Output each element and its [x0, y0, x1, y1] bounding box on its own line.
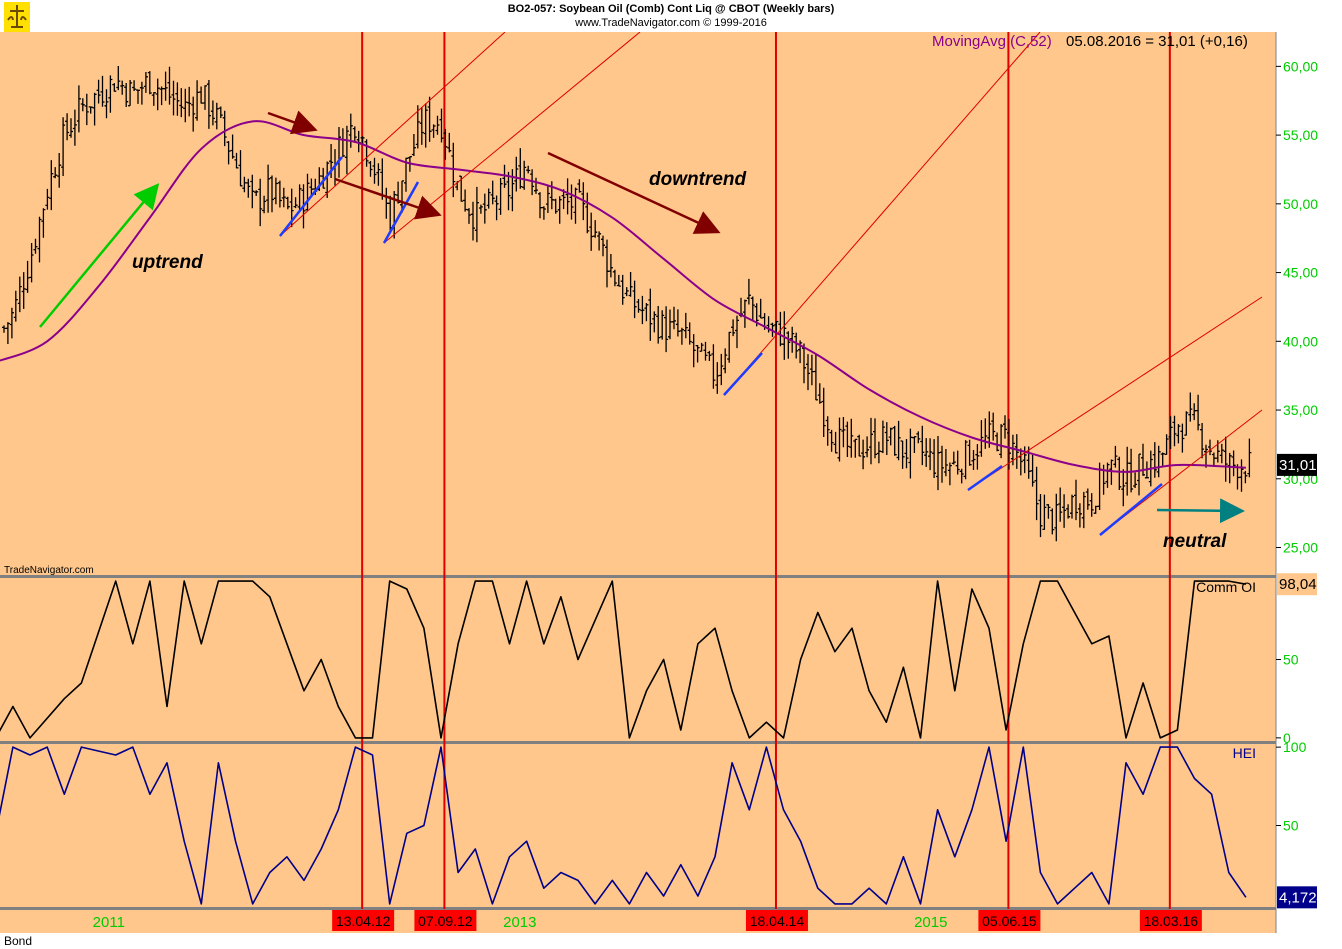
chart-header: BO2-057: Soybean Oil (Comb) Cont Liq @ C…	[0, 2, 1342, 30]
price-tick-label: 35,00	[1283, 402, 1318, 418]
event-date-box	[414, 910, 477, 931]
hei-tick-label: 100	[1283, 739, 1307, 755]
trend-ray	[967, 296, 1263, 491]
swing-low-line	[723, 352, 763, 396]
price-tick-label: 45,00	[1283, 265, 1318, 281]
moving-average-readout: 05.08.2016 = 31,01 (+0,16)	[1066, 33, 1248, 50]
trend-ray	[723, 32, 1041, 396]
uptrend-arrow	[39, 183, 160, 328]
event-date-box	[332, 910, 395, 931]
price-tick-label: 50,00	[1283, 196, 1318, 212]
x-tick-label: 2015	[914, 914, 947, 931]
hei-legend: HEI	[1233, 745, 1256, 761]
hei-panel	[0, 744, 1276, 907]
event-date-label: 07.09.12	[418, 913, 473, 929]
hei-last-value-label: 4,1724	[1279, 889, 1325, 906]
hei-tick-label: 50	[1283, 818, 1299, 834]
comm-oi-legend: Comm OI	[1196, 579, 1256, 595]
watermark-label: TradeNavigator.com	[4, 565, 94, 576]
price-bars	[2, 66, 1252, 542]
swing-low-line	[1099, 483, 1163, 536]
hei-line	[0, 746, 1247, 905]
x-axis-strip	[0, 907, 1276, 933]
symbol-label: Bond	[4, 934, 33, 948]
price-tick-label: 25,00	[1283, 540, 1318, 556]
downtrend-arrow	[334, 177, 442, 220]
event-date-label: 18.03.16	[1144, 913, 1199, 929]
price-last-value-label: 31,01	[1279, 457, 1317, 474]
chart-title: BO2-057: Soybean Oil (Comb) Cont Liq @ C…	[507, 3, 835, 15]
downtrend-arrow	[547, 151, 721, 234]
event-date-box	[1139, 910, 1202, 931]
annotation-downtrend: downtrend	[649, 169, 746, 190]
hei-last-value-box	[1277, 886, 1317, 909]
downtrend-arrow	[267, 110, 318, 135]
chart-subtitle: www.TradeNavigator.com © 1999-2016	[575, 17, 767, 29]
event-date-box	[978, 910, 1041, 931]
price-tick-label: 40,00	[1283, 333, 1318, 349]
x-tick-label: 2013	[503, 914, 536, 931]
price-tick-label: 55,00	[1283, 127, 1318, 143]
tradenavigator-logo-icon	[4, 2, 30, 32]
comm-oi-line	[0, 580, 1247, 739]
event-date-label: 13.04.12	[336, 913, 391, 929]
price-tick-label: 60,00	[1283, 58, 1318, 74]
trend-ray	[279, 32, 506, 237]
comm-oi-last-value-box	[1277, 573, 1317, 596]
event-date-label: 18.04.14	[750, 913, 805, 929]
moving-average-line	[0, 120, 1246, 473]
swing-low-line	[279, 156, 343, 237]
comm-oi-last-value-label: 98,04	[1279, 576, 1317, 593]
swing-low-line	[382, 181, 420, 244]
neutral-arrow	[1156, 498, 1245, 524]
comm-oi-tick-label: 50	[1283, 652, 1299, 668]
moving-average-legend: MovingAvg (C,52)	[932, 33, 1052, 50]
annotation-uptrend: uptrend	[132, 252, 203, 273]
price-last-value-box	[1277, 453, 1317, 476]
swing-low-line	[967, 464, 1003, 492]
annotation-neutral: neutral	[1163, 531, 1227, 552]
event-date-box	[745, 910, 808, 931]
x-tick-label: 2011	[93, 914, 125, 931]
comm-oi-tick-label: 0	[1283, 730, 1291, 746]
event-date-label: 05.06.15	[982, 913, 1037, 929]
